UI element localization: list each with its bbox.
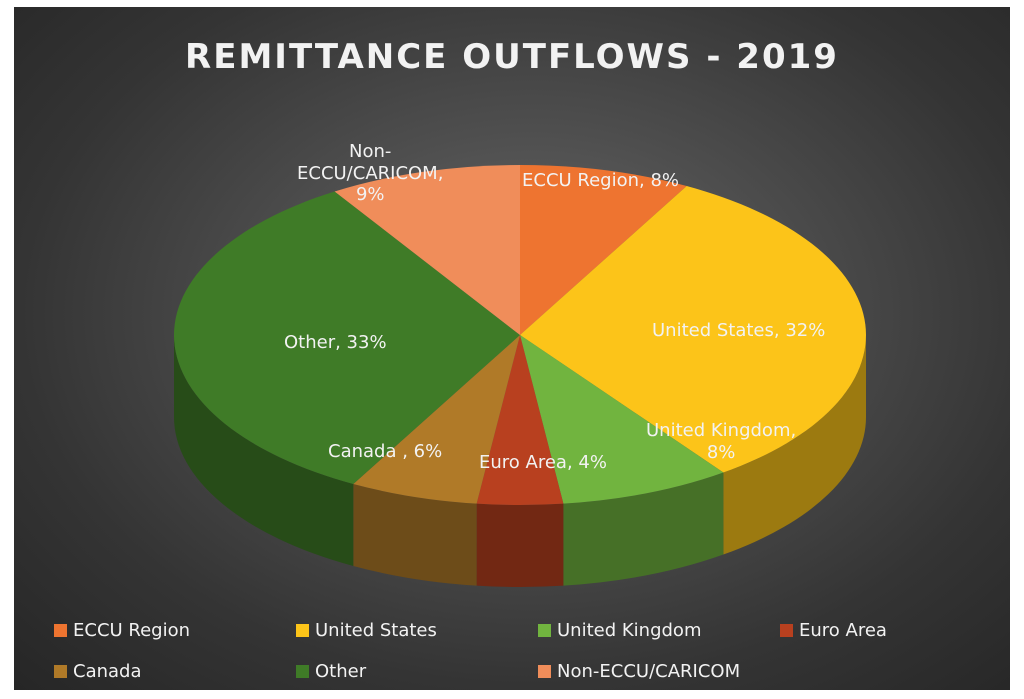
data-label-united-kingdom: United Kingdom, 8% — [646, 420, 796, 463]
pie-top-faces — [173, 165, 866, 505]
data-label-eccu-region: ECCU Region, 8% — [522, 170, 680, 191]
data-label-non-eccu-line1: Non- — [349, 141, 392, 162]
pie-slice-united-kingdom — [520, 335, 724, 504]
data-label-non-eccu-line2: ECCU/CARICOM, — [297, 162, 444, 184]
pie-side-euro-area — [476, 503, 564, 587]
pie-slice-non-eccu-caricom — [334, 165, 520, 335]
data-label-non-eccu-caricom: Non- ECCU/CARICOM, 9% — [297, 141, 443, 206]
chart-frame: REMITTANCE OUTFLOWS - 2019 ECCU Region, … — [14, 7, 1010, 690]
pie-slice-euro-area — [476, 335, 564, 505]
chart-title: REMITTANCE OUTFLOWS - 2019 — [185, 37, 839, 77]
pie-side-other — [174, 335, 354, 566]
data-label-canada: Canada , 6% — [328, 441, 443, 462]
pie-side-canada — [353, 483, 477, 586]
data-label-non-eccu-line3: 9% — [355, 184, 385, 206]
data-label-united-states: United States, 32% — [652, 320, 826, 341]
pie-slice-united-states — [520, 186, 866, 473]
data-label-euro-area: Euro Area, 4% — [479, 452, 607, 473]
data-label-united-kingdom-line1: United Kingdom, — [646, 420, 797, 441]
pie-slice-eccu-region — [520, 165, 687, 335]
pie-chart — [173, 165, 866, 587]
pie-side-united-states — [723, 335, 866, 555]
pie-side-walls — [174, 335, 866, 587]
pie-slice-canada — [353, 335, 520, 504]
pie-slice-other — [173, 191, 521, 484]
data-label-united-kingdom-line2: 8% — [706, 441, 736, 463]
pie-side-united-kingdom — [563, 472, 724, 586]
data-label-other: Other, 33% — [284, 332, 387, 353]
